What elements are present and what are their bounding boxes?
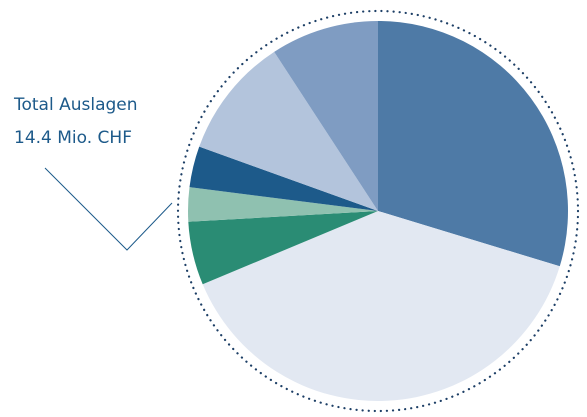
slices <box>188 21 568 402</box>
pie-slice <box>199 51 378 211</box>
pie-slice <box>188 211 378 285</box>
pie-slice <box>202 211 560 402</box>
annotation-text: Total Auslagen <box>13 95 138 115</box>
pie-slice <box>188 187 378 222</box>
annotation-text: 14.4 Mio. CHF <box>14 128 132 148</box>
pie-slice <box>378 21 568 267</box>
outline-circle <box>176 9 580 413</box>
pie-slice <box>189 146 378 211</box>
pie-slice <box>274 21 378 211</box>
annotation-leader <box>44 167 173 251</box>
